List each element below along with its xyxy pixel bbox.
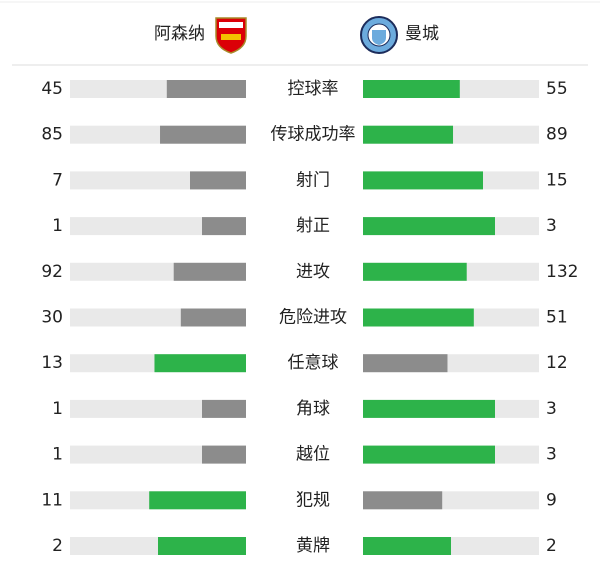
home-bar [202,445,246,464]
away-value: 3 [546,216,557,236]
away-bar [363,491,443,510]
away-bar [363,125,454,144]
home-value: 92 [41,262,63,282]
home-bar [202,399,246,418]
category-label: 角球 [296,399,330,419]
home-bar [190,171,246,190]
away-bar [363,262,467,281]
home-value: 1 [52,445,63,465]
away-value: 2 [546,536,557,556]
away-value: 55 [546,79,568,99]
home-value: 2 [52,536,63,556]
away-value: 15 [546,170,568,190]
home-value: 1 [52,399,63,419]
away-value: 12 [546,353,568,373]
away-value: 132 [546,262,578,282]
category-label: 进攻 [296,262,330,282]
away-bar [363,537,451,555]
category-label: 越位 [296,445,330,465]
away-value: 3 [546,445,557,465]
category-label: 黄牌 [296,536,330,556]
home-bar [149,491,246,510]
home-value: 45 [41,79,63,99]
away-bar [363,308,474,327]
category-label: 危险进攻 [279,308,347,328]
away-value: 9 [546,490,557,510]
away-bar [363,80,460,98]
category-label: 犯规 [296,490,330,510]
home-bar [158,537,246,555]
away-bar [363,171,483,190]
home-bar [173,262,246,281]
home-bar [180,308,246,327]
away-bar [363,445,495,464]
home-value: 1 [52,216,63,236]
home-bar [202,217,246,236]
category-label: 控球率 [288,79,339,99]
category-label: 射门 [296,170,330,190]
home-value: 13 [41,353,63,373]
home-team-logo [215,17,247,54]
home-bar [166,80,246,98]
away-bar [363,354,448,373]
away-bar [363,217,495,236]
home-value: 85 [41,125,63,145]
away-value: 3 [546,399,557,419]
home-value: 7 [52,170,63,190]
category-label: 传球成功率 [271,125,356,145]
home-bar [160,125,246,144]
category-label: 射正 [296,216,330,236]
away-team-name: 曼城 [405,24,439,44]
home-value: 30 [41,308,63,328]
home-team-name: 阿森纳 [154,24,205,44]
away-value: 89 [546,125,568,145]
category-label: 任意球 [288,353,339,373]
away-value: 51 [546,308,568,328]
home-bar [154,354,246,373]
away-bar [363,399,495,418]
home-value: 11 [41,490,63,510]
away-team-logo [360,16,398,54]
